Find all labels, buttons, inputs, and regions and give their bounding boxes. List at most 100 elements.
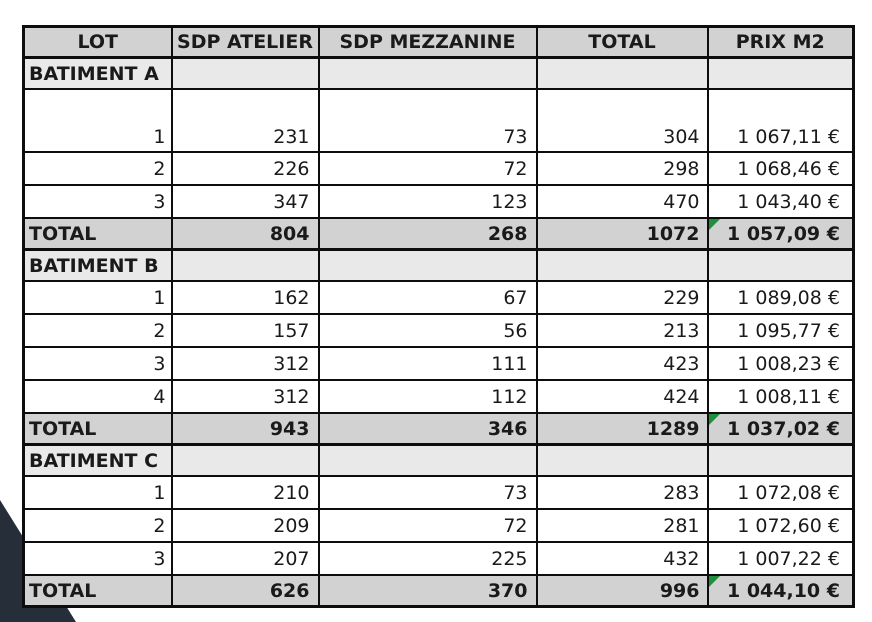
column-header-sdp-mezzanine: SDP MEZZANINE [317,25,538,59]
cell-prix-m2: 1 095,77 € [706,313,855,348]
cell-prix-m2: 1 072,60 € [706,508,855,543]
cell-prix-m2-total: 1 057,09 € [706,217,855,251]
cell-sdp-atelier: 207 [170,541,320,576]
section-empty-cell [317,248,538,282]
cell-total: 283 [535,475,709,510]
cell-lot: 2 [22,151,173,186]
cell-sdp-mezzanine: 73 [317,475,538,510]
cell-prix-m2-total: 1 037,02 € [706,412,855,446]
cell-lot: 2 [22,313,173,348]
cell-total: 229 [535,280,709,315]
table-row: 1 210 73 283 1 072,08 € [22,475,855,510]
cell-sdp-atelier: 231 [170,88,320,153]
cell-sdp-atelier-total: 626 [170,574,320,608]
section-empty-cell [170,248,320,282]
cell-sdp-mezzanine-total: 370 [317,574,538,608]
table-row: 3 312 111 423 1 008,23 € [22,346,855,381]
cell-sdp-mezzanine: 67 [317,280,538,315]
total-label: TOTAL [22,217,173,251]
table-row: 3 207 225 432 1 007,22 € [22,541,855,576]
section-empty-cell [317,56,538,90]
cell-sdp-atelier-total: 943 [170,412,320,446]
cell-prix-m2: 1 072,08 € [706,475,855,510]
total-label: TOTAL [22,574,173,608]
prix-m2-total-value: 1 044,10 € [727,579,840,602]
table-header-row: LOT SDP ATELIER SDP MEZZANINE TOTAL PRIX… [22,25,855,59]
table-row: 3 347 123 470 1 043,40 € [22,184,855,219]
section-empty-cell [706,443,855,477]
cell-total: 213 [535,313,709,348]
column-header-prix-m2: PRIX M2 [706,25,855,59]
cell-sdp-atelier: 347 [170,184,320,219]
total-row-batiment-b: TOTAL 943 346 1289 1 037,02 € [22,412,855,446]
section-row-batiment-c: BATIMENT C [22,443,855,477]
error-indicator-icon [709,576,720,587]
section-empty-cell [535,248,709,282]
section-empty-cell [706,248,855,282]
cell-total: 298 [535,151,709,186]
column-header-sdp-atelier: SDP ATELIER [170,25,320,59]
total-row-batiment-c: TOTAL 626 370 996 1 044,10 € [22,574,855,608]
cell-total: 424 [535,379,709,414]
total-label: TOTAL [22,412,173,446]
table-row: 2 157 56 213 1 095,77 € [22,313,855,348]
total-row-batiment-a: TOTAL 804 268 1072 1 057,09 € [22,217,855,251]
cell-lot: 1 [22,280,173,315]
cell-prix-m2: 1 008,23 € [706,346,855,381]
cell-total: 281 [535,508,709,543]
cell-sdp-atelier: 226 [170,151,320,186]
prix-m2-total-value: 1 037,02 € [727,417,840,440]
cell-total-total: 1072 [535,217,709,251]
cell-sdp-mezzanine: 72 [317,151,538,186]
cell-sdp-mezzanine: 123 [317,184,538,219]
cell-prix-m2: 1 068,46 € [706,151,855,186]
cell-sdp-mezzanine: 73 [317,88,538,153]
table-row: 2 226 72 298 1 068,46 € [22,151,855,186]
cell-sdp-atelier: 210 [170,475,320,510]
cell-sdp-mezzanine: 56 [317,313,538,348]
table-row: 2 209 72 281 1 072,60 € [22,508,855,543]
section-label: BATIMENT C [22,443,173,477]
cell-sdp-mezzanine: 72 [317,508,538,543]
error-indicator-icon [709,219,720,230]
section-label: BATIMENT A [22,56,173,90]
section-empty-cell [317,443,538,477]
cell-prix-m2-total: 1 044,10 € [706,574,855,608]
cell-prix-m2: 1 043,40 € [706,184,855,219]
cell-sdp-atelier: 312 [170,379,320,414]
cell-lot: 1 [22,475,173,510]
column-header-lot: LOT [22,25,173,59]
cell-total: 432 [535,541,709,576]
cell-total-total: 996 [535,574,709,608]
cell-lot: 4 [22,379,173,414]
section-empty-cell [170,56,320,90]
prix-m2-total-value: 1 057,09 € [727,222,840,245]
cell-sdp-atelier: 209 [170,508,320,543]
section-empty-cell [706,56,855,90]
cell-prix-m2: 1 008,11 € [706,379,855,414]
section-label: BATIMENT B [22,248,173,282]
column-header-total: TOTAL [535,25,709,59]
cell-prix-m2: 1 089,08 € [706,280,855,315]
table-row: 1 231 73 304 1 067,11 € [22,88,855,153]
table-row: 1 162 67 229 1 089,08 € [22,280,855,315]
cell-sdp-mezzanine: 112 [317,379,538,414]
cell-sdp-atelier: 162 [170,280,320,315]
cell-sdp-atelier: 157 [170,313,320,348]
section-row-batiment-b: BATIMENT B [22,248,855,282]
cell-lot: 1 [22,88,173,153]
section-empty-cell [535,443,709,477]
cell-total-total: 1289 [535,412,709,446]
cell-lot: 3 [22,541,173,576]
section-empty-cell [535,56,709,90]
cell-sdp-mezzanine-total: 346 [317,412,538,446]
cell-total: 423 [535,346,709,381]
section-empty-cell [170,443,320,477]
error-indicator-icon [709,414,720,425]
cell-lot: 3 [22,346,173,381]
cell-sdp-mezzanine: 225 [317,541,538,576]
cell-prix-m2: 1 067,11 € [706,88,855,153]
cell-sdp-atelier: 312 [170,346,320,381]
cell-sdp-mezzanine: 111 [317,346,538,381]
